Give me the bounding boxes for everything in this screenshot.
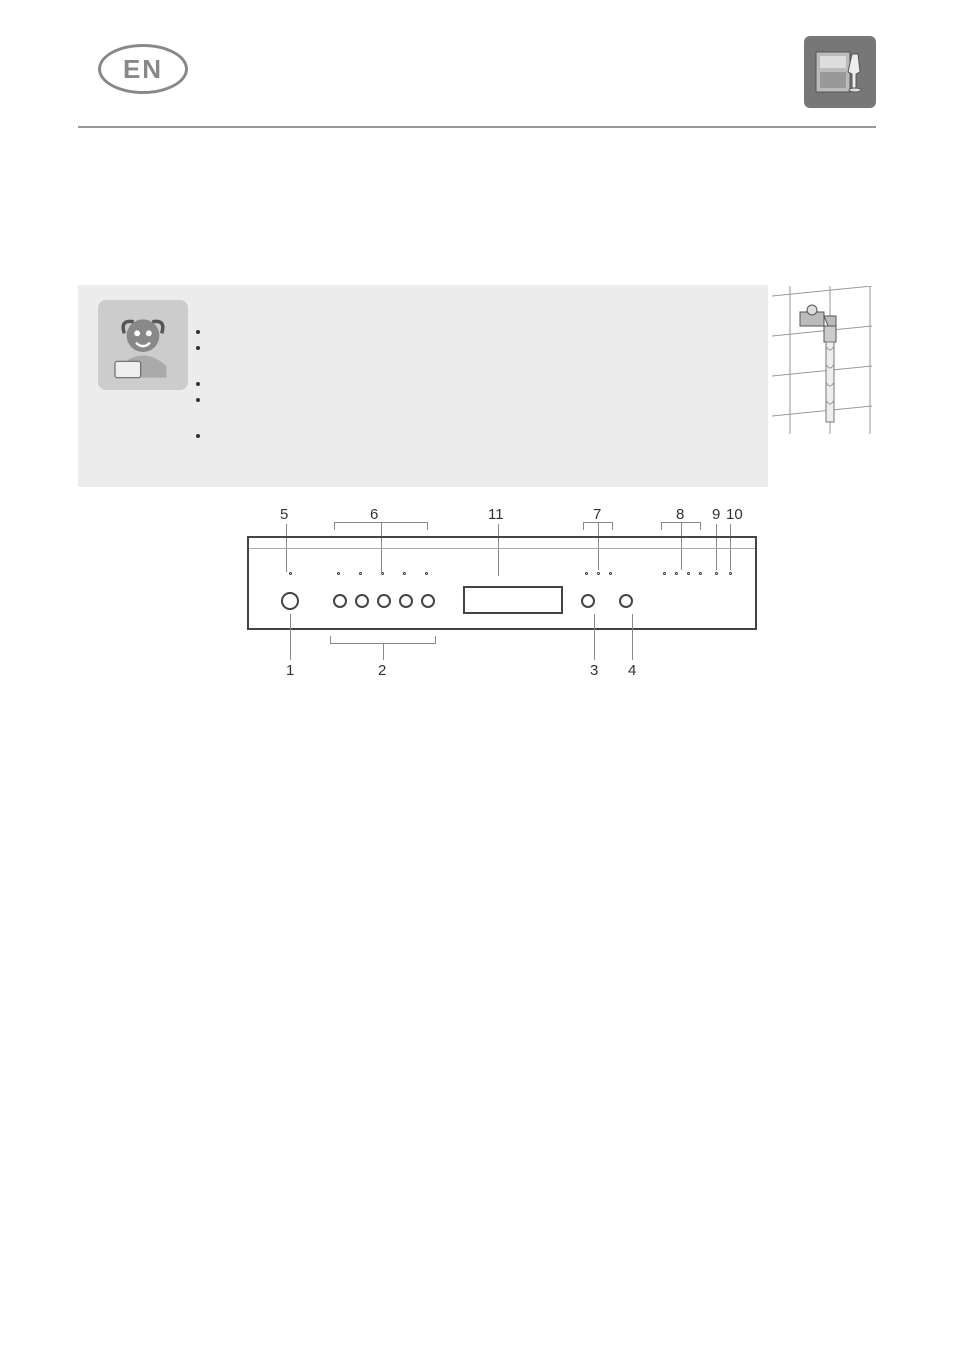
panel-inner-line xyxy=(249,548,755,550)
program-button-symbol xyxy=(399,594,413,608)
program-button-symbol xyxy=(421,594,435,608)
callout-4: 4 xyxy=(628,662,636,679)
lead-line xyxy=(632,614,633,660)
indicator-dot xyxy=(425,572,428,575)
language-badge-text: EN xyxy=(123,54,163,85)
indicator-dot xyxy=(359,572,362,575)
indicator-dot xyxy=(663,572,666,575)
indicator-dot xyxy=(337,572,340,575)
lead-line xyxy=(383,644,384,660)
dishwasher-glass-icon xyxy=(812,44,868,100)
callout-6: 6 xyxy=(370,506,378,523)
callout-10: 10 xyxy=(726,506,743,523)
indicator-dot xyxy=(289,572,292,575)
callout-8: 8 xyxy=(676,506,684,523)
power-button-symbol xyxy=(281,592,299,610)
appliance-icon xyxy=(804,36,876,108)
program-button-symbol xyxy=(377,594,391,608)
callout-1: 1 xyxy=(286,662,294,679)
mascot-icon xyxy=(98,300,188,390)
indicator-dot xyxy=(699,572,702,575)
faucet-diagram-icon xyxy=(772,286,872,434)
program-button-symbol xyxy=(333,594,347,608)
program-button-symbol xyxy=(355,594,369,608)
indicator-dot xyxy=(729,572,732,575)
indicator-dot xyxy=(715,572,718,575)
indicator-dot xyxy=(687,572,690,575)
option-button-symbol xyxy=(581,594,595,608)
indicator-dot xyxy=(675,572,678,575)
display-symbol xyxy=(463,586,563,614)
indicator-dot xyxy=(609,572,612,575)
lead-line xyxy=(594,614,595,660)
indicator-dot xyxy=(381,572,384,575)
bracket-line xyxy=(330,636,436,644)
callout-9: 9 xyxy=(712,506,720,523)
header-rule xyxy=(78,126,876,128)
page: EN xyxy=(0,0,954,1352)
control-panel-diagram xyxy=(247,536,757,630)
callout-3: 3 xyxy=(590,662,598,679)
callout-2: 2 xyxy=(378,662,386,679)
callout-5: 5 xyxy=(280,506,288,523)
language-badge: EN xyxy=(98,44,188,94)
callout-7: 7 xyxy=(593,506,601,523)
indicator-dot xyxy=(597,572,600,575)
lead-line xyxy=(290,614,291,660)
indicator-dot xyxy=(403,572,406,575)
option-button-symbol xyxy=(619,594,633,608)
indicator-dot xyxy=(585,572,588,575)
callout-11: 11 xyxy=(488,506,504,523)
